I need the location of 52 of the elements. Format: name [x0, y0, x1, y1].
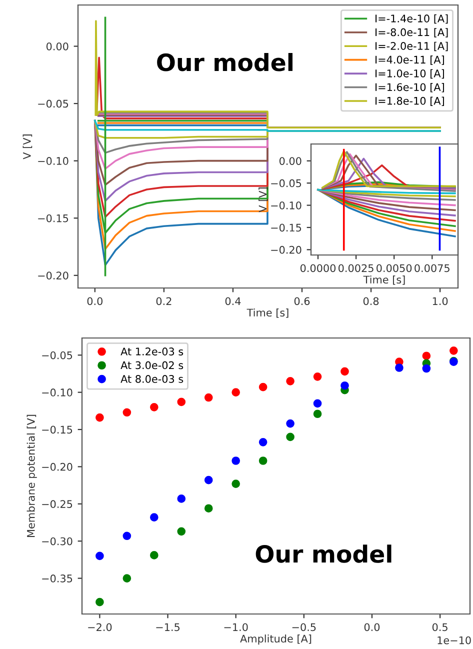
y-tick-label: −0.05 — [271, 179, 302, 188]
x-tick-label: −1.5 — [156, 623, 180, 632]
text: 1e−10 — [438, 636, 471, 644]
y-tick-label: −0.10 — [38, 157, 68, 165]
x-tick-label: 1.0 — [432, 297, 448, 306]
x-tick-label: 0.0075 — [414, 264, 450, 272]
y-axis-title: V [V] — [258, 188, 268, 212]
x-tick-label: 0.4 — [225, 297, 241, 306]
x-tick-label: 0.8 — [363, 297, 379, 306]
x-axis-title: Time [s] — [246, 308, 288, 318]
y-tick-label: −0.10 — [42, 388, 72, 396]
y-tick-label: −0.35 — [42, 574, 72, 582]
legend-label: I=1.6e-10 [A] — [376, 83, 444, 92]
legend-label: At 3.0e-02 s — [120, 361, 184, 370]
y-tick-label: −0.20 — [38, 272, 68, 280]
x-tick-label: −2.0 — [88, 623, 112, 632]
y-axis-title: V [V] — [22, 134, 32, 160]
legend-label: I=1.8e-10 [A] — [376, 96, 444, 106]
x-tick-label: −0.5 — [292, 623, 316, 632]
legend-label: I=-8.0e-11 [A] — [376, 28, 448, 38]
x-tick-label: 0.0050 — [376, 264, 412, 272]
y-tick-label: 0.00 — [279, 157, 302, 165]
y-tick-label: −0.15 — [271, 224, 302, 232]
legend-label: I=1.0e-10 [A] — [376, 69, 444, 79]
x-axis-title: Amplitude [A] — [240, 634, 312, 645]
y-tick-label: −0.05 — [38, 100, 68, 108]
y-tick-label: −0.15 — [42, 426, 72, 434]
x-tick-label: 0.0025 — [338, 264, 374, 272]
annotation: Our model — [157, 53, 292, 72]
y-tick-label: −0.20 — [271, 246, 302, 254]
x-tick-label: 0.0000 — [300, 264, 336, 272]
legend-label: I=-1.4e-10 [A] — [376, 14, 448, 24]
x-tick-label: 0.6 — [294, 297, 310, 306]
y-tick-label: −0.10 — [271, 202, 302, 210]
y-axis-title: Membrane potential [V] — [26, 414, 37, 537]
legend-label: At 1.2e-03 s — [120, 348, 184, 356]
x-tick-label: −1.0 — [224, 623, 248, 632]
y-tick-label: −0.15 — [38, 214, 68, 222]
y-tick-label: 0.00 — [46, 42, 68, 50]
y-tick-label: −0.05 — [42, 351, 72, 360]
legend-label: I=-2.0e-11 [A] — [376, 42, 448, 52]
y-tick-label: −0.30 — [42, 537, 72, 546]
x-axis-title: Time [s] — [363, 276, 405, 285]
x-tick-label: 0.0 — [364, 623, 380, 632]
x-tick-label: 0.0 — [87, 297, 103, 306]
x-tick-label: 0.2 — [156, 297, 172, 306]
y-tick-label: −0.20 — [42, 462, 72, 471]
legend-label: I=4.0e-11 [A] — [376, 56, 444, 65]
legend-label: At 8.0e-03 s — [120, 375, 184, 383]
x-tick-label: 0.5 — [432, 623, 448, 632]
annotation: Our model — [256, 544, 392, 563]
y-tick-label: −0.25 — [42, 500, 72, 508]
